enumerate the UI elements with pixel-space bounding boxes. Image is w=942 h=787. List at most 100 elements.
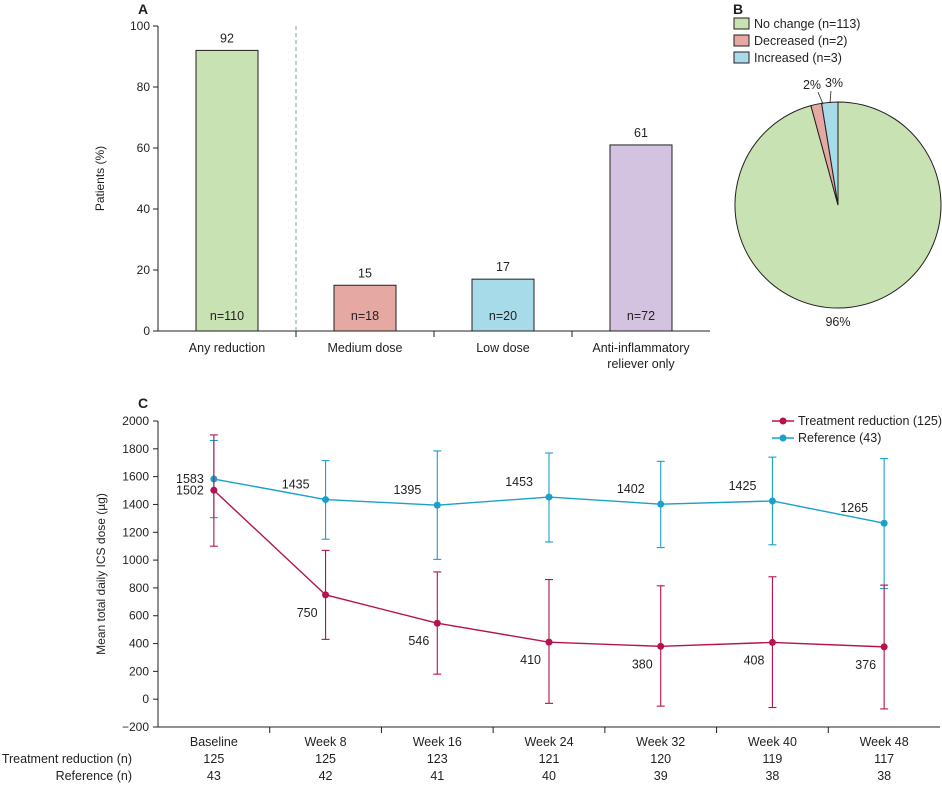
panel-c-treatment-value-label: 750 xyxy=(297,606,318,620)
panel-a-bar xyxy=(195,49,259,332)
panel-c-x-tick-label: Week 40 xyxy=(748,735,797,749)
panel-a-y-tick-label: 80 xyxy=(137,80,151,94)
panel-a-bar-value-label: 92 xyxy=(220,31,234,45)
panel-a-letter: A xyxy=(138,1,148,17)
panel-b-legend-label: No change (n=113) xyxy=(754,17,860,31)
panel-c-n-table-value: 40 xyxy=(542,769,556,783)
panel-c-treatment-value-label: 1502 xyxy=(176,483,204,497)
panel-b-label-increased: 3% xyxy=(825,76,843,90)
panel-c-n-table-value: 38 xyxy=(765,769,779,783)
panel-c-data-point xyxy=(322,496,330,504)
panel-c-n-table-row-label: Treatment reduction (n) xyxy=(2,752,132,766)
panel-a-category-label: reliever only xyxy=(607,357,675,371)
panel-a-y-tick-label: 0 xyxy=(143,324,150,338)
panel-c-reference-value-label: 1265 xyxy=(840,501,868,515)
panel-c-x-tick-label: Week 24 xyxy=(524,735,573,749)
panel-a-bar-chart: 0 20 40 60 80 100 Patients (%) 92 n=110 Any reduc… xyxy=(93,19,710,371)
panel-a-y-tick-label: 20 xyxy=(137,263,151,277)
panel-c-reference-value-label: 1402 xyxy=(617,482,645,496)
panel-a-bar-n-label: n=18 xyxy=(351,309,379,323)
panel-a-category-label: Low dose xyxy=(476,341,530,355)
panel-c-n-table-value: 39 xyxy=(654,769,668,783)
panel-c-treatment-value-label: 380 xyxy=(632,657,653,671)
panel-c-n-table-value: 120 xyxy=(650,752,671,766)
panel-c-n-table-value: 125 xyxy=(315,752,336,766)
panel-c-data-point xyxy=(880,643,888,651)
panel-c-y-tick-label: 0 xyxy=(142,692,149,706)
panel-c-n-table-value: 42 xyxy=(319,769,333,783)
panel-b-label-no-change: 96% xyxy=(825,315,850,329)
panel-c-y-tick-label: 1200 xyxy=(122,525,149,539)
panel-c-y-tick-label: 2000 xyxy=(122,414,149,428)
panel-c-y-tick-label: 400 xyxy=(129,637,149,651)
panel-a-bar xyxy=(333,284,397,332)
panel-c-y-tick-label: 1600 xyxy=(122,470,149,484)
panel-b-letter: B xyxy=(733,1,743,17)
panel-b-legend-label: Decreased (n=2) xyxy=(754,34,847,48)
panel-a-bar xyxy=(609,144,673,332)
panel-c-n-table-value: 119 xyxy=(762,752,782,766)
panel-c-data-point xyxy=(657,642,665,650)
panel-c-y-tick-label: 800 xyxy=(129,581,149,595)
panel-a-bar-n-label: n=20 xyxy=(489,309,517,323)
panel-a-bar-n-label: n=72 xyxy=(627,309,655,323)
panel-c-legend-label: Treatment reduction (125) xyxy=(798,414,942,428)
panel-c-reference-value-label: 1583 xyxy=(176,472,204,486)
panel-c-treatment-value-label: 376 xyxy=(855,658,876,672)
panel-c-y-tick-label: 200 xyxy=(129,664,149,678)
panel-a-bar-value-label: 61 xyxy=(634,126,648,140)
panel-c-n-table-value: 121 xyxy=(539,752,560,766)
panel-c-y-tick-label: 1400 xyxy=(122,497,149,511)
panel-c-data-point xyxy=(210,486,218,494)
panel-c-n-table-value: 117 xyxy=(874,752,894,766)
panel-c-x-tick-label: Week 16 xyxy=(413,735,462,749)
panel-a-y-tick-label: 100 xyxy=(130,19,150,33)
panel-c-treatment-value-label: 410 xyxy=(520,653,541,667)
panel-a-bar xyxy=(471,278,535,332)
panel-c-n-table-value: 41 xyxy=(430,769,444,783)
panel-c-n-table-row-label: Reference (n) xyxy=(56,769,132,783)
panel-b-leader-decreased xyxy=(817,91,824,105)
panel-a-bar-value-label: 15 xyxy=(358,266,372,280)
panel-c-reference-value-label: 1425 xyxy=(729,479,757,493)
panel-c-n-table-value: 125 xyxy=(203,752,224,766)
panel-a-bar-value-label: 17 xyxy=(496,260,510,274)
panel-c-y-tick-label: 600 xyxy=(129,609,149,623)
panel-c-treatment-value-label: 408 xyxy=(744,653,765,667)
panel-c-x-tick-label: Week 8 xyxy=(304,735,346,749)
panel-a-y-axis-label: Patients (%) xyxy=(93,146,107,211)
panel-c-reference-value-label: 1395 xyxy=(393,483,421,497)
panel-c-data-point xyxy=(768,497,776,505)
panel-a-category-label: Medium dose xyxy=(327,341,402,355)
panel-b-leader-increased xyxy=(829,90,832,104)
panel-b-legend-swatch xyxy=(733,51,750,64)
panel-c-data-point xyxy=(433,619,441,627)
panel-c-reference-value-label: 1453 xyxy=(505,475,533,489)
panel-a-category-label: Any reduction xyxy=(189,341,265,355)
panel-c-x-tick-label: Week 32 xyxy=(636,735,685,749)
panel-c-x-tick-label: Baseline xyxy=(190,735,238,749)
panel-b-legend-swatch xyxy=(733,17,750,30)
panel-c-data-point xyxy=(657,500,665,508)
panel-b-label-decreased: 2% xyxy=(803,78,821,92)
panel-c-x-tick-label: Week 48 xyxy=(860,735,909,749)
panel-c-treatment-value-label: 546 xyxy=(408,634,429,648)
panel-c-data-point xyxy=(322,591,330,599)
panel-a-y-tick-label: 60 xyxy=(137,141,151,155)
panel-c-y-tick-label: −200 xyxy=(122,720,149,734)
panel-b-legend-label: Increased (n=3) xyxy=(754,51,842,65)
panel-c-data-point xyxy=(880,519,888,527)
panel-a-bar-n-label: n=110 xyxy=(210,309,244,323)
panel-c-n-table-value: 38 xyxy=(877,769,891,783)
panel-c-reference-value-label: 1435 xyxy=(282,478,310,492)
panel-a-category-label: Anti-inflammatory xyxy=(592,341,690,355)
panel-c-data-point xyxy=(768,638,776,646)
panel-c-y-axis-label: Mean total daily ICS dose (µg) xyxy=(94,493,108,655)
panel-c-line-chart: −200 0 200 400 600 800 1000 1200 1400 1600 1800 200… xyxy=(2,414,942,783)
panel-a-y-tick-label: 40 xyxy=(137,202,151,216)
panel-c-data-point xyxy=(545,493,553,501)
panel-c-data-point xyxy=(545,638,553,646)
panel-c-y-tick-label: 1000 xyxy=(122,553,149,567)
panel-b-pie-chart: No change (n=113) Decreased (n=2) Increase… xyxy=(733,17,942,329)
